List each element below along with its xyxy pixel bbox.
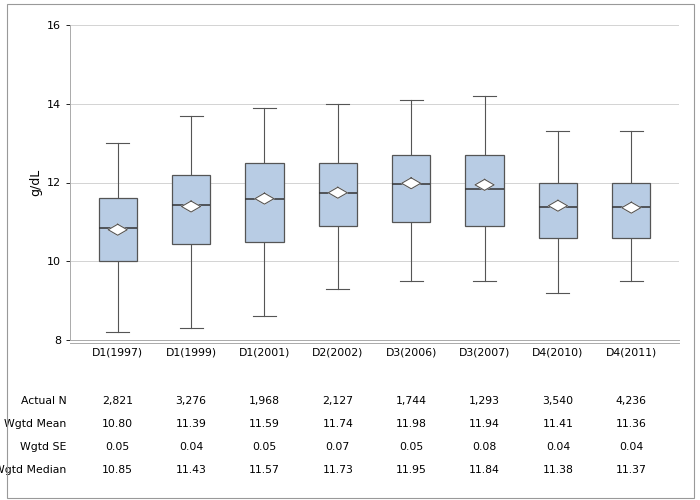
Polygon shape (475, 180, 494, 190)
Text: 0.04: 0.04 (546, 442, 570, 452)
Text: Wgtd SE: Wgtd SE (20, 442, 66, 452)
Y-axis label: g/dL: g/dL (29, 169, 43, 196)
Text: 11.38: 11.38 (542, 465, 573, 475)
Text: D2(2002): D2(2002) (312, 348, 363, 358)
Text: Wgtd Mean: Wgtd Mean (4, 419, 66, 429)
Text: 11.43: 11.43 (176, 465, 206, 475)
Text: 11.57: 11.57 (249, 465, 280, 475)
Text: D4(2010): D4(2010) (532, 348, 584, 358)
Polygon shape (108, 224, 127, 235)
Text: 11.59: 11.59 (249, 419, 280, 429)
Text: D3(2006): D3(2006) (386, 348, 437, 358)
Text: D3(2007): D3(2007) (459, 348, 510, 358)
Text: 10.85: 10.85 (102, 465, 133, 475)
Polygon shape (181, 201, 201, 212)
Text: 4,236: 4,236 (616, 396, 647, 406)
Bar (172, 174, 210, 244)
Text: 0.05: 0.05 (399, 442, 423, 452)
Text: D1(2001): D1(2001) (239, 348, 290, 358)
Text: 11.37: 11.37 (616, 465, 647, 475)
Text: 11.36: 11.36 (616, 419, 647, 429)
Text: 11.39: 11.39 (176, 419, 206, 429)
Text: 3,276: 3,276 (176, 396, 206, 406)
Text: 11.95: 11.95 (395, 465, 426, 475)
Bar (99, 198, 136, 261)
Text: 0.07: 0.07 (326, 442, 350, 452)
Polygon shape (622, 202, 640, 213)
Text: 11.73: 11.73 (323, 465, 354, 475)
Text: Actual N: Actual N (21, 396, 66, 406)
Bar (612, 182, 650, 238)
Text: D1(1999): D1(1999) (165, 348, 216, 358)
Text: 10.80: 10.80 (102, 419, 133, 429)
Text: 11.84: 11.84 (469, 465, 500, 475)
Text: 2,821: 2,821 (102, 396, 133, 406)
Text: 11.74: 11.74 (323, 419, 354, 429)
Bar (246, 163, 284, 242)
Text: 0.04: 0.04 (179, 442, 203, 452)
Text: 0.08: 0.08 (473, 442, 497, 452)
Text: 11.98: 11.98 (395, 419, 426, 429)
Text: D4(2011): D4(2011) (606, 348, 657, 358)
Text: 11.94: 11.94 (469, 419, 500, 429)
Bar (318, 163, 357, 226)
Polygon shape (548, 200, 568, 211)
Bar (466, 155, 503, 226)
Polygon shape (255, 193, 274, 204)
Text: 2,127: 2,127 (322, 396, 354, 406)
Text: 3,540: 3,540 (542, 396, 573, 406)
Text: Wgtd Median: Wgtd Median (0, 465, 66, 475)
Bar (392, 155, 430, 222)
Text: 11.41: 11.41 (542, 419, 573, 429)
Bar (539, 182, 577, 238)
Polygon shape (402, 178, 421, 189)
Polygon shape (328, 187, 347, 198)
Text: 1,968: 1,968 (249, 396, 280, 406)
Text: 0.05: 0.05 (252, 442, 276, 452)
Text: 1,744: 1,744 (395, 396, 427, 406)
Text: 0.05: 0.05 (106, 442, 130, 452)
Text: 1,293: 1,293 (469, 396, 500, 406)
Text: 0.04: 0.04 (620, 442, 643, 452)
Text: D1(1997): D1(1997) (92, 348, 144, 358)
